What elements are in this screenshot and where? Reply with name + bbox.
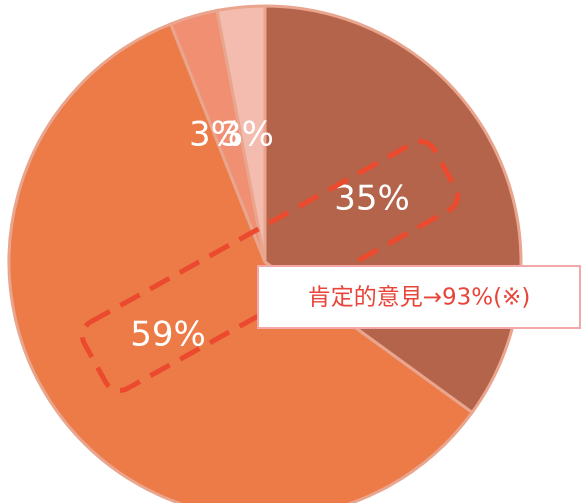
pie: [7, 4, 523, 503]
value-label: 3%: [220, 115, 274, 155]
annotation: 肯定的意見→93%(※): [308, 285, 531, 311]
annotation-box: [257, 265, 581, 329]
value-labels: 35% 59% 3%3%: [130, 115, 410, 355]
value-label: 3%: [189, 115, 243, 155]
value-label: 59%: [130, 315, 206, 355]
value-label: 35%: [334, 179, 410, 219]
slice: [215, 4, 267, 263]
slice: [7, 22, 475, 503]
highlight-frame: [79, 139, 461, 393]
